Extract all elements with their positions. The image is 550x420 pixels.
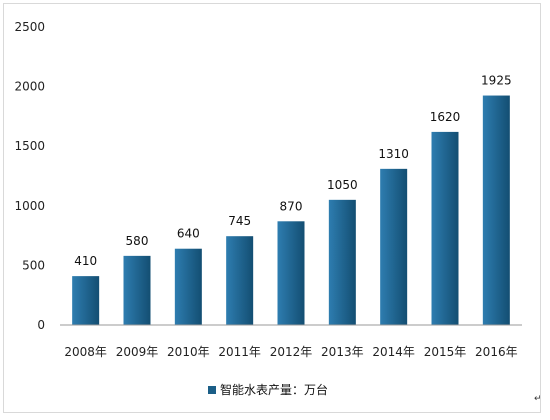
bar [72, 276, 100, 325]
bar [226, 236, 254, 325]
data-label: 640 [177, 227, 200, 241]
data-label: 870 [280, 199, 303, 213]
x-tick-label: 2012年 [270, 345, 313, 359]
y-tick-label: 500 [22, 258, 45, 272]
bar [123, 255, 151, 325]
bar [431, 131, 459, 325]
x-axis-ticks: 2008年 2009年 2010年 2011年 2012年 2013年 2014年 2015年… [64, 345, 517, 359]
x-tick-label: 2008年 [64, 345, 107, 359]
y-tick-label: 0 [37, 318, 45, 332]
y-axis-ticks: 0 500 1000 1500 2000 2500 [14, 20, 45, 332]
data-label: 1925 [481, 74, 512, 88]
bar [277, 221, 305, 325]
bar [328, 199, 356, 325]
y-tick-label: 2500 [14, 20, 45, 34]
x-tick-label: 2014年 [372, 345, 415, 359]
y-tick-label: 1000 [14, 199, 45, 213]
data-labels: 410 580 640 745 870 1050 1310 1620 1925 [74, 74, 511, 269]
x-tick-label: 2015年 [424, 345, 467, 359]
data-label: 745 [228, 214, 251, 228]
corner-mark: ↵ [534, 394, 542, 404]
bar [174, 248, 202, 325]
legend: 智能水表产量：万台 [208, 381, 328, 398]
x-tick-label: 2010年 [167, 345, 210, 359]
legend-swatch [208, 385, 216, 394]
bar [380, 168, 408, 325]
y-tick-label: 2000 [14, 80, 45, 94]
x-tick-label: 2016年 [475, 345, 518, 359]
x-tick-label: 2009年 [116, 345, 159, 359]
data-label: 1050 [327, 178, 358, 192]
bars [72, 95, 510, 325]
bar [482, 95, 510, 325]
data-label: 1310 [378, 147, 409, 161]
data-label: 410 [74, 254, 97, 268]
data-label: 580 [126, 234, 149, 248]
data-label: 1620 [430, 110, 461, 124]
y-tick-label: 1500 [14, 139, 45, 153]
x-tick-label: 2011年 [218, 345, 261, 359]
x-tick-label: 2013年 [321, 345, 364, 359]
legend-label: 智能水表产量：万台 [220, 383, 329, 397]
